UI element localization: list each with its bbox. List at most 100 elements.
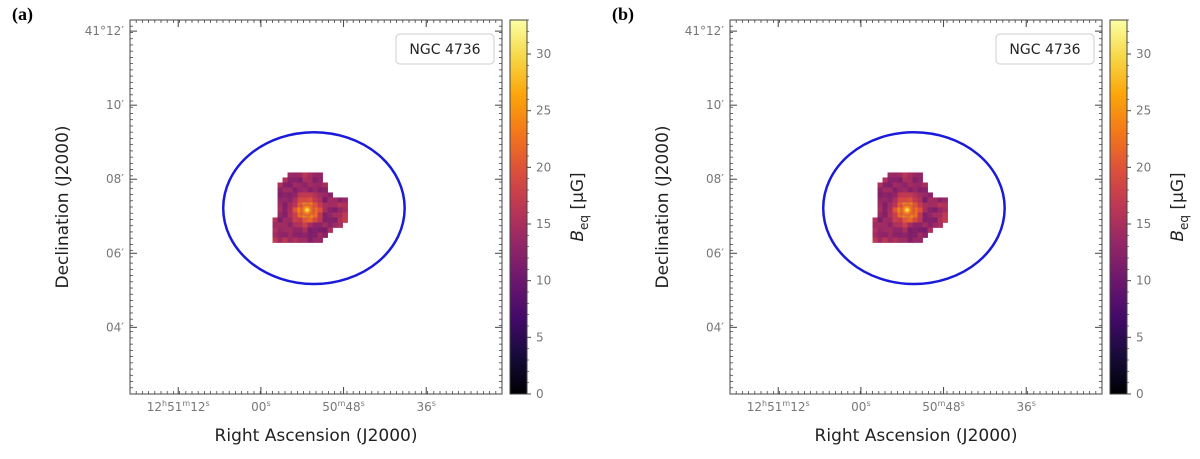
heatmap-cell <box>912 232 918 238</box>
heatmap-cell <box>322 212 328 218</box>
heatmap-cell <box>312 232 318 238</box>
y-axis-title: Declination (J2000) <box>53 125 73 288</box>
heatmap-cell <box>922 192 928 198</box>
y-tick-label: 04′ <box>706 320 724 334</box>
heatmap-cell <box>932 197 938 203</box>
colorbar <box>509 19 528 395</box>
heatmap-cell <box>292 232 298 238</box>
heatmap-cell <box>897 227 903 233</box>
panel-label: (a) <box>12 4 33 25</box>
legend-title: NGC 4736 <box>1009 42 1080 58</box>
heatmap-cell <box>892 187 898 193</box>
heatmap-cell <box>327 202 333 208</box>
heatmap-cell <box>272 222 278 228</box>
heatmap-cell <box>287 232 293 238</box>
colorbar-tick-label: 30 <box>1136 47 1151 61</box>
heatmap-cell <box>307 217 313 223</box>
heatmap-cell <box>922 202 928 208</box>
heatmap-cell <box>317 217 323 223</box>
heatmap-cell <box>337 197 343 203</box>
heatmap-cell <box>342 202 348 208</box>
heatmap-cell <box>282 192 288 198</box>
x-tick-label: 50m​48s​ <box>922 399 965 414</box>
heatmap-cell <box>292 217 298 223</box>
y-tick-label: 06′ <box>106 246 124 260</box>
heatmap-cell <box>912 177 918 183</box>
heatmap-cell <box>897 192 903 198</box>
heatmap-cell <box>932 222 938 228</box>
heatmap-cell <box>882 187 888 193</box>
x-axis-title: Right Ascension (J2000) <box>815 426 1018 446</box>
heatmap-cell <box>897 187 903 193</box>
heatmap-cell <box>337 207 343 213</box>
heatmap-cell <box>297 217 303 223</box>
heatmap-cell <box>902 237 908 243</box>
heatmap-cell <box>272 237 278 243</box>
heatmap-cell <box>317 187 323 193</box>
heatmap-cell <box>917 222 923 228</box>
heatmap-cell <box>332 197 338 203</box>
heatmap-cell <box>332 212 338 218</box>
heatmap-cell <box>927 217 933 223</box>
colorbar-tick-label: 5 <box>536 330 544 344</box>
heatmap-cell <box>312 202 318 208</box>
heatmap-cell <box>907 217 913 223</box>
y-axis-title: Declination (J2000) <box>653 125 673 288</box>
heatmap-cell <box>302 222 308 228</box>
heatmap-cell <box>332 207 338 213</box>
heatmap-cell <box>322 232 328 238</box>
heatmap-cell <box>897 222 903 228</box>
heatmap-cell <box>877 187 883 193</box>
heatmap-cell <box>277 192 283 198</box>
heatmap-cell <box>892 207 898 213</box>
x-tick-label: 36s​ <box>416 399 435 414</box>
heatmap-cell <box>277 232 283 238</box>
heatmap-cell <box>912 222 918 228</box>
heatmap-cell <box>277 217 283 223</box>
heatmap-cell <box>932 202 938 208</box>
heatmap-cell <box>887 202 893 208</box>
heatmap-cell <box>337 202 343 208</box>
heatmap-cell <box>897 237 903 243</box>
heatmap-cell <box>297 182 303 188</box>
heatmap-cell <box>292 187 298 193</box>
heatmap-cell <box>887 227 893 233</box>
y-tick-label: 06′ <box>706 246 724 260</box>
heatmap-cell <box>312 237 318 243</box>
heatmap-cell <box>877 217 883 223</box>
heatmap-cell <box>287 187 293 193</box>
heatmap-cell <box>342 207 348 213</box>
heatmap-cell <box>892 232 898 238</box>
heatmap-cell <box>297 187 303 193</box>
colorbar-tick-label: 30 <box>536 47 551 61</box>
heatmap-cell <box>327 207 333 213</box>
x-tick-label: 12h​51m​12s​ <box>147 399 210 414</box>
heatmap-cell <box>317 222 323 228</box>
heatmap-cell <box>942 197 948 203</box>
heatmap-cell <box>912 237 918 243</box>
heatmap-cell <box>287 202 293 208</box>
heatmap-cell <box>922 222 928 228</box>
heatmap-cell <box>287 172 293 178</box>
heatmap-cell <box>927 212 933 218</box>
heatmap-cell <box>317 232 323 238</box>
heatmap-cell <box>317 192 323 198</box>
heatmap-cell <box>882 232 888 238</box>
heatmap-cell <box>302 187 308 193</box>
heatmap-cell <box>922 197 928 203</box>
heatmap-cell <box>892 202 898 208</box>
heatmap-cell <box>927 192 933 198</box>
heatmap-cell <box>917 217 923 223</box>
heatmap-cell <box>307 222 313 228</box>
heatmap-cell <box>882 192 888 198</box>
heatmap-cell <box>297 222 303 228</box>
heatmap-cell <box>872 217 878 223</box>
legend-box <box>995 33 1095 65</box>
heatmap-cell <box>877 222 883 228</box>
heatmap-cell <box>882 207 888 213</box>
heatmap-cell <box>287 217 293 223</box>
heatmap-cell <box>922 187 928 193</box>
heatmap-cell <box>287 197 293 203</box>
heatmap-cell <box>917 172 923 178</box>
